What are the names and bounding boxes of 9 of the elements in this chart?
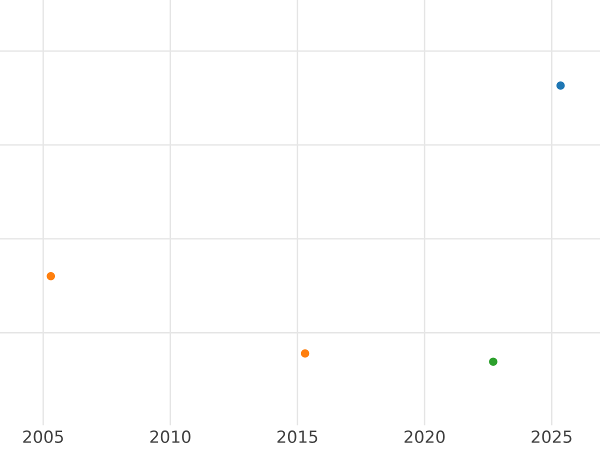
- point: [300, 349, 310, 358]
- point: [556, 81, 565, 90]
- x-tick-label: 2025: [532, 430, 572, 444]
- x-tick-label: 2010: [150, 430, 190, 444]
- point: [46, 272, 56, 280]
- x-tick-label: 2005: [23, 430, 63, 444]
- x-tick-label: 2020: [404, 430, 445, 444]
- point: [489, 358, 498, 366]
- x-tick-label: 2015: [277, 430, 318, 444]
